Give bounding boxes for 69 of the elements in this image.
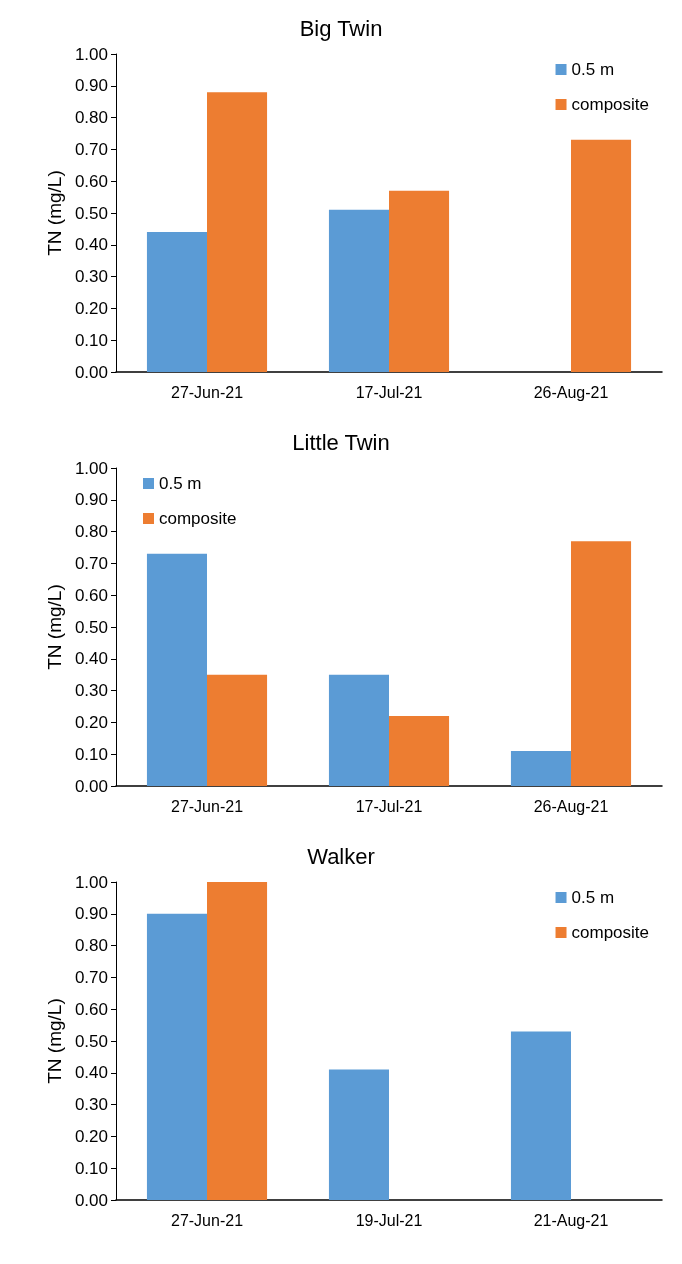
- y-tick-label: 0.00: [74, 362, 108, 382]
- x-tick-label: 26-Aug-21: [533, 797, 609, 815]
- chart-title: Walker: [307, 843, 375, 869]
- chart-title: Big Twin: [299, 15, 383, 41]
- y-tick-label: 0.60: [74, 999, 108, 1019]
- y-tick-label: 0.30: [74, 267, 108, 287]
- chart-title: Little Twin: [292, 429, 390, 455]
- bar: [146, 553, 207, 786]
- y-tick-label: 0.10: [74, 1158, 108, 1178]
- y-tick-label: 0.80: [74, 936, 108, 956]
- y-tick-label: 0.00: [74, 776, 108, 796]
- y-tick-label: 0.30: [74, 1095, 108, 1115]
- bar: [328, 674, 389, 786]
- y-tick-label: 0.20: [74, 298, 108, 318]
- x-tick-label: 27-Jun-21: [170, 383, 244, 401]
- y-tick-label: 0.40: [74, 649, 108, 669]
- y-tick-label: 0.50: [74, 203, 108, 223]
- y-tick-label: 0.10: [74, 744, 108, 764]
- y-axis-title: TN (mg/L): [44, 584, 65, 670]
- x-tick-label: 17-Jul-21: [355, 383, 423, 401]
- y-tick-label: 0.60: [74, 585, 108, 605]
- bar: [571, 139, 632, 372]
- y-tick-label: 0.30: [74, 681, 108, 701]
- y-tick-label: 0.20: [74, 712, 108, 732]
- bar: [571, 541, 632, 786]
- bar: [146, 232, 207, 372]
- bar: [389, 716, 450, 786]
- legend-label: composite: [571, 923, 649, 942]
- y-tick-label: 0.80: [74, 108, 108, 128]
- bar: [207, 882, 268, 1200]
- legend-label: 0.5 m: [571, 888, 615, 907]
- y-axis-title: TN (mg/L): [44, 170, 65, 256]
- y-tick-label: 0.70: [74, 553, 108, 573]
- y-tick-label: 0.10: [74, 330, 108, 350]
- y-tick-label: 0.20: [74, 1126, 108, 1146]
- y-tick-label: 0.40: [74, 235, 108, 255]
- x-tick-label: 19-Jul-21: [355, 1211, 423, 1229]
- bar: [328, 1069, 389, 1200]
- y-tick-label: 0.90: [74, 76, 108, 96]
- x-tick-label: 26-Aug-21: [533, 383, 609, 401]
- y-tick-label: 0.00: [74, 1190, 108, 1210]
- legend-label: composite: [571, 95, 649, 114]
- y-tick-label: 0.40: [74, 1063, 108, 1083]
- legend-label: composite: [159, 509, 237, 528]
- x-tick-label: 17-Jul-21: [355, 797, 423, 815]
- legend-label: 0.5 m: [159, 474, 202, 493]
- x-tick-label: 27-Jun-21: [170, 797, 244, 815]
- y-tick-label: 0.50: [74, 617, 108, 637]
- x-tick-label: 21-Aug-21: [533, 1211, 609, 1229]
- bar: [146, 913, 207, 1200]
- bar: [207, 674, 268, 786]
- y-axis-title: TN (mg/L): [44, 998, 65, 1084]
- y-tick-label: 0.90: [74, 904, 108, 924]
- bar: [389, 190, 450, 372]
- y-tick-label: 1.00: [74, 458, 108, 478]
- y-tick-label: 0.80: [74, 522, 108, 542]
- y-tick-label: 0.50: [74, 1031, 108, 1051]
- bar: [510, 1031, 571, 1200]
- x-tick-label: 27-Jun-21: [170, 1211, 244, 1229]
- y-tick-label: 0.70: [74, 967, 108, 987]
- y-tick-label: 0.90: [74, 490, 108, 510]
- bar: [328, 209, 389, 372]
- y-tick-label: 0.70: [74, 139, 108, 159]
- y-tick-label: 1.00: [74, 872, 108, 892]
- y-tick-label: 0.60: [74, 171, 108, 191]
- y-tick-label: 1.00: [74, 44, 108, 64]
- bar: [510, 751, 571, 786]
- legend-label: 0.5 m: [571, 60, 615, 79]
- bar: [207, 92, 268, 372]
